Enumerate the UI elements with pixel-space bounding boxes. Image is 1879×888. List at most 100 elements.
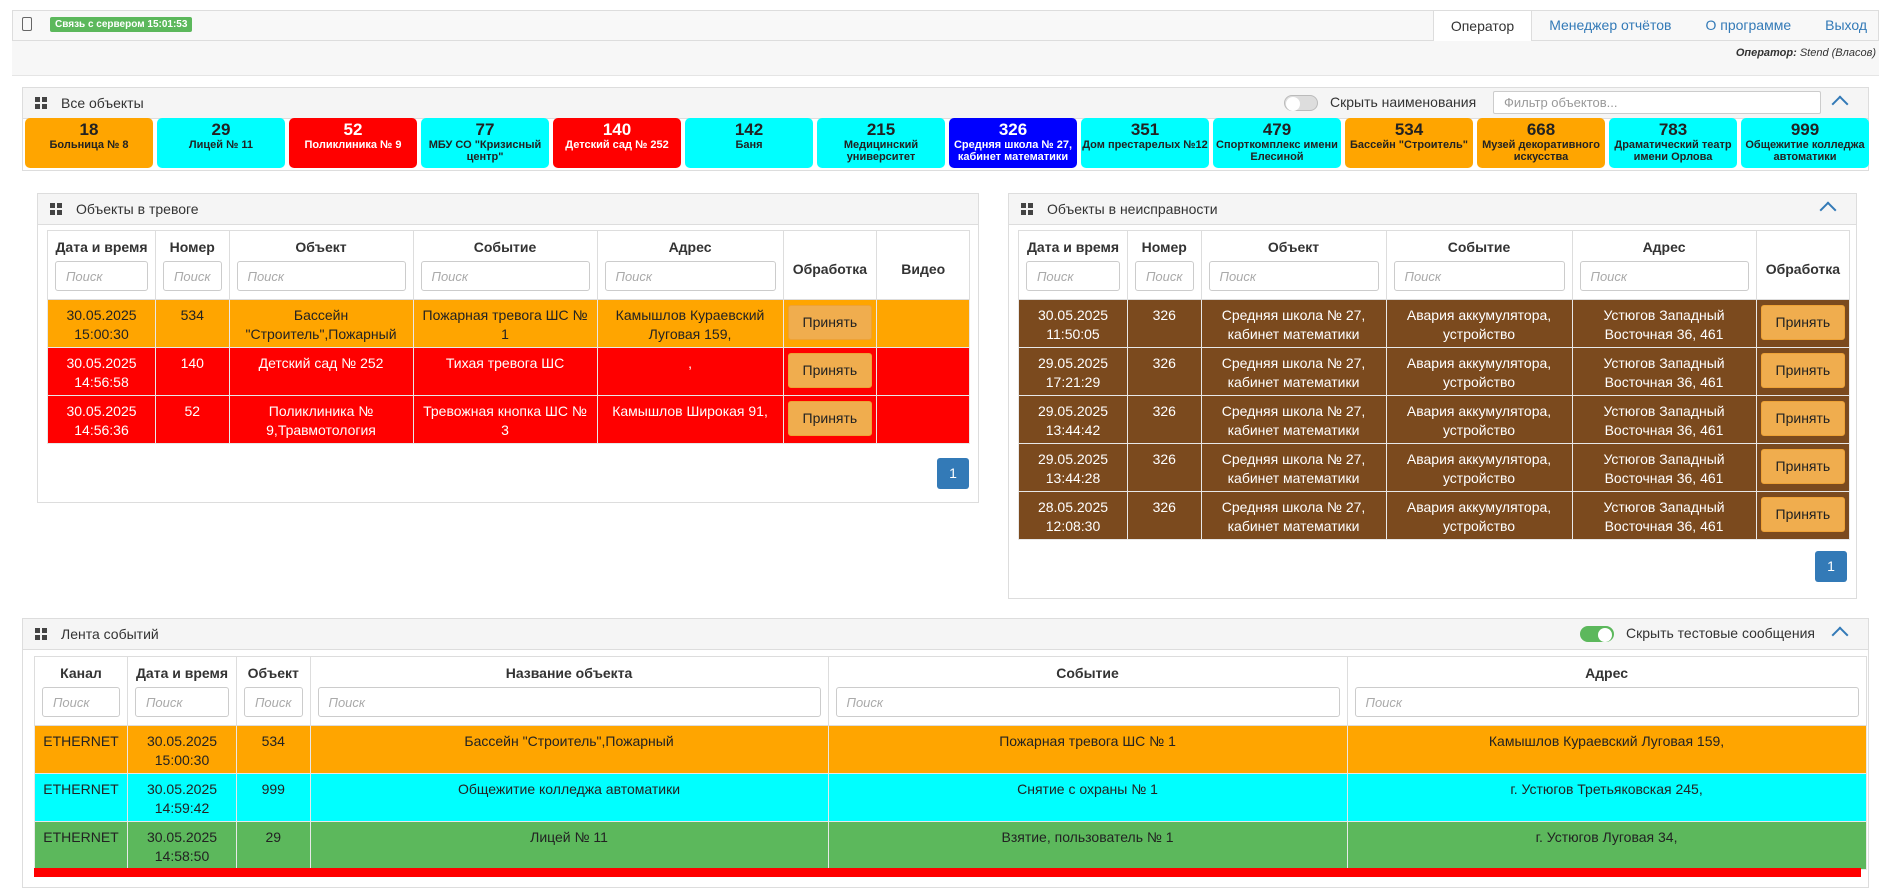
cell-text: 326	[1152, 451, 1176, 467]
icon-square	[50, 203, 55, 208]
object-filter[interactable]: Фильтр объектов...	[1493, 91, 1821, 114]
page-button[interactable]: 1	[1815, 551, 1847, 582]
tile-number: 326	[998, 120, 1028, 139]
cell: Авария аккумулятора, устройство	[1385, 443, 1573, 492]
table: Канал Поиск Дата и время Поиск Объект Поиск На…	[34, 656, 1867, 870]
search-box[interactable]: Поиск	[604, 261, 776, 291]
toggle[interactable]	[1580, 626, 1614, 642]
object-tile[interactable]: 215 Медицинский университет	[817, 118, 945, 168]
search-box[interactable]: Поиск	[1026, 261, 1120, 291]
accept-button[interactable]: Принять	[1760, 353, 1846, 388]
cell: 326	[1127, 347, 1202, 396]
search-box[interactable]: Поиск	[1135, 261, 1194, 291]
search-box[interactable]: Поиск	[1579, 261, 1749, 291]
accept-button[interactable]: Принять	[1760, 449, 1846, 484]
cell: 326	[1127, 491, 1202, 540]
search-box[interactable]: Поиск	[420, 261, 590, 291]
tile-number: 77	[475, 120, 495, 139]
cell-text: 30.05.2025 11:50:05	[1037, 307, 1109, 342]
nav-item[interactable]: Выход	[1825, 17, 1867, 33]
object-tile[interactable]: 77 МБУ СО "Кризисный центр"	[421, 118, 549, 168]
object-tile[interactable]: 142 Баня	[685, 118, 813, 168]
icon-square	[42, 635, 47, 640]
panel-icon	[1021, 203, 1033, 215]
search-box[interactable]: Поиск	[317, 687, 821, 717]
column-header: Видео	[876, 230, 971, 300]
search-box[interactable]: Поиск	[236, 261, 406, 291]
column-header: Адрес Поиск	[596, 230, 784, 300]
object-tile[interactable]: 479 Спорткомплекс имени Елесиной	[1213, 118, 1341, 168]
accept-button[interactable]: Принять	[787, 353, 873, 388]
cell: Камышлов Широкая 91,	[596, 395, 784, 444]
search-box[interactable]: Поиск	[135, 687, 229, 717]
cell: 30.05.2025 14:58:50	[127, 821, 237, 870]
operator: Оператор: Stend (Власов)	[1736, 47, 1876, 59]
cell-text: ETHERNET	[43, 733, 119, 749]
object-tile[interactable]: 351 Дом престарелых №12	[1081, 118, 1209, 168]
accept-button[interactable]: Принять	[1760, 497, 1846, 532]
icon-square	[35, 628, 40, 633]
cell: Детский сад № 252	[228, 347, 414, 396]
object-tile[interactable]: 18 Больница № 8	[25, 118, 153, 168]
nav-item[interactable]: Оператор	[1432, 10, 1533, 41]
cell-text: Поликлиника № 9,Травмотология	[266, 403, 376, 438]
cell-text: Авария аккумулятора, устройство	[1406, 451, 1552, 486]
table-row: 30.05.2025 14:56:58 140 Детский сад № 252 Т…	[47, 347, 971, 396]
column-header: Канал Поиск	[34, 656, 128, 726]
search-box[interactable]: Поиск	[244, 687, 303, 717]
header-row: Канал Поиск Дата и время Поиск Объект Поиск На…	[34, 656, 1867, 726]
panel-header: Лента событий Скрыть тестовые сообщения	[23, 619, 1868, 650]
page-button[interactable]: 1	[937, 458, 969, 489]
search-box[interactable]: Поиск	[1208, 261, 1379, 291]
nav: Оператор Менеджер отчётов О программе Выход	[1432, 10, 1879, 41]
accept-button[interactable]: Принять	[787, 305, 873, 340]
nav-item[interactable]: Менеджер отчётов	[1549, 17, 1672, 33]
nav-item[interactable]: О программе	[1705, 17, 1792, 33]
cell: Тревожная кнопка ШС № 3	[412, 395, 598, 444]
cell-text: Средняя школа № 27, кабинет математики	[1221, 499, 1366, 534]
column-title: Объект	[247, 665, 299, 681]
navbar	[12, 10, 1879, 41]
collapse-button[interactable]	[1831, 95, 1849, 113]
accept-button[interactable]: Принять	[787, 401, 873, 436]
cell: Бассейн "Строитель",Пожарный	[309, 725, 829, 774]
cell-text: 30.05.2025 14:56:36	[66, 403, 137, 438]
toggle[interactable]	[1284, 95, 1318, 111]
search-box[interactable]: Поиск	[55, 261, 148, 291]
cell-text: 326	[1152, 403, 1176, 419]
collapse-button[interactable]	[1831, 626, 1849, 644]
icon-square	[1021, 210, 1026, 215]
collapse-button[interactable]	[1819, 201, 1837, 219]
object-tile[interactable]: 140 Детский сад № 252	[553, 118, 681, 168]
object-tile[interactable]: 668 Музей декоративного искусства	[1477, 118, 1605, 168]
object-tile[interactable]: 52 Поликлиника № 9	[289, 118, 417, 168]
search-box[interactable]: Поиск	[835, 687, 1340, 717]
cell: Снятие с охраны № 1	[827, 773, 1348, 822]
tile-number: 351	[1130, 120, 1160, 139]
cell-text: Устюгов Западный Восточная 36, 461	[1603, 307, 1725, 342]
search-box[interactable]: Поиск	[42, 687, 120, 717]
object-tile[interactable]: 326 Средняя школа № 27, кабинет математик…	[949, 118, 1077, 168]
search-box[interactable]: Поиск	[1354, 687, 1859, 717]
column-title: Адрес	[668, 239, 712, 255]
object-tile[interactable]: 534 Бассейн "Строитель"	[1345, 118, 1473, 168]
operator-label: Оператор:	[1735, 47, 1797, 59]
accept-button[interactable]: Принять	[1760, 401, 1846, 436]
column-header: Адрес Поиск	[1571, 230, 1757, 300]
object-tile[interactable]: 29 Лицей № 11	[157, 118, 285, 168]
cell: 140	[155, 347, 230, 396]
cell-text: Авария аккумулятора, устройство	[1406, 307, 1552, 342]
tile-number: 140	[602, 120, 632, 139]
cell: Пожарная тревога ШС № 1	[412, 299, 598, 348]
object-tile[interactable]: 999 Общежитие колледжа автоматики	[1741, 118, 1869, 168]
cell: 30.05.2025 14:59:42	[127, 773, 237, 822]
search-box[interactable]: Поиск	[1393, 261, 1565, 291]
column-header: Объект Поиск	[228, 230, 414, 300]
cell: Устюгов Западный Восточная 36, 461	[1571, 491, 1757, 540]
object-tile[interactable]: 783 Драматический театр имени Орлова	[1609, 118, 1737, 168]
search-box[interactable]: Поиск	[163, 261, 222, 291]
cell-text: Камышлов Кураевский Луговая 159,	[1488, 733, 1725, 749]
cell-text: Пожарная тревога ШС № 1	[422, 307, 588, 342]
tile-name: Поликлиника № 9	[304, 139, 402, 151]
accept-button[interactable]: Принять	[1760, 305, 1846, 340]
